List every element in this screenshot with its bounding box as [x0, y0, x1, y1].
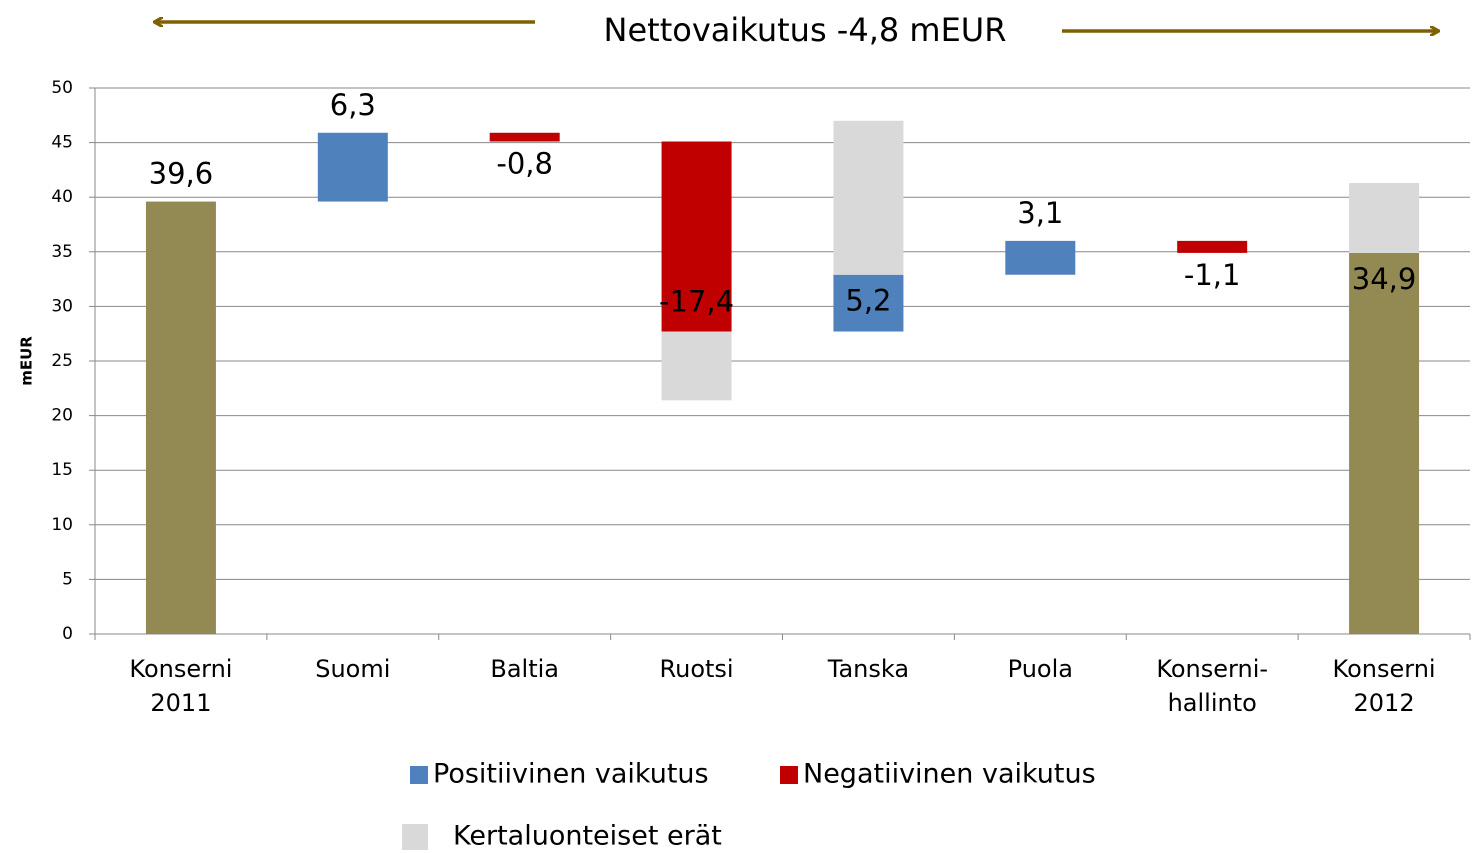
- x-tick-label-line: 2011: [150, 689, 211, 717]
- y-tick-label: 20: [51, 406, 73, 426]
- x-tick-label: Konserni-hallinto: [1156, 655, 1268, 717]
- bar: [1005, 240, 1076, 275]
- bar: [1349, 252, 1420, 634]
- bar: [833, 120, 904, 275]
- data-label: -17,4: [659, 285, 734, 319]
- y-tick-label: 45: [51, 133, 73, 153]
- bar: [1177, 240, 1248, 253]
- bar: [489, 132, 560, 142]
- y-tick-label: 25: [51, 351, 73, 371]
- x-tick-label: Ruotsi: [660, 655, 734, 683]
- y-tick-label: 0: [62, 624, 73, 644]
- x-tick-label-line: Baltia: [490, 655, 559, 683]
- y-axis-label: mEUR: [18, 336, 36, 386]
- x-tick-label: Konserni 2012: [1333, 655, 1436, 717]
- data-label: 3,1: [1017, 196, 1063, 230]
- legend-label: Negatiivinen vaikutus: [803, 759, 1096, 790]
- x-tick-label-line: hallinto: [1168, 689, 1257, 717]
- bar: [661, 141, 732, 332]
- y-tick-label: 50: [51, 78, 73, 98]
- data-label: 34,9: [1352, 262, 1417, 296]
- x-tick-label-line: Puola: [1008, 655, 1073, 683]
- chart-title: Nettovaikutus -4,8 mEUR: [604, 11, 1007, 49]
- data-label: 39,6: [149, 157, 214, 191]
- y-tick-label: 5: [62, 569, 73, 589]
- bar: [145, 201, 216, 634]
- y-tick-label: 30: [51, 296, 73, 316]
- x-tick-label-line: Konserni: [129, 655, 232, 683]
- x-tick-label-line: Ruotsi: [660, 655, 734, 683]
- bar: [661, 331, 732, 401]
- y-tick-label: 10: [51, 515, 73, 535]
- x-tick-label-line: Tanska: [827, 655, 909, 683]
- x-tick-label-line: Konserni: [1333, 655, 1436, 683]
- x-tick-label: Konserni 2011: [129, 655, 232, 717]
- data-label: 5,2: [845, 284, 891, 318]
- legend-swatch: [402, 824, 428, 850]
- x-tick-label: Puola: [1008, 655, 1073, 683]
- legend-label: Kertaluonteiset erät: [453, 821, 722, 852]
- y-tick-label: 35: [51, 242, 73, 262]
- x-tick-label-line: 2012: [1354, 689, 1415, 717]
- legend-swatch: [780, 766, 798, 784]
- bar: [833, 274, 904, 332]
- x-tick-label: Baltia: [490, 655, 559, 683]
- y-tick-label: 40: [51, 187, 73, 207]
- data-label: 6,3: [330, 88, 376, 122]
- bar: [1349, 183, 1420, 253]
- x-tick-label-line: Suomi: [315, 655, 390, 683]
- x-tick-label: Suomi: [315, 655, 390, 683]
- x-tick-label-line: Konserni-: [1156, 655, 1268, 683]
- bar: [317, 132, 388, 202]
- data-label: -0,8: [496, 147, 553, 181]
- data-label: -1,1: [1184, 258, 1241, 292]
- legend-label: Positiivinen vaikutus: [433, 759, 709, 790]
- legend-swatch: [410, 766, 428, 784]
- y-tick-label: 15: [51, 460, 73, 480]
- x-tick-label: Tanska: [827, 655, 909, 683]
